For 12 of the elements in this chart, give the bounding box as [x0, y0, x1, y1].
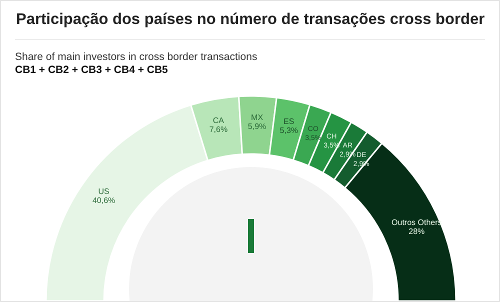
chart-subtitle: Share of main investors in cross border transactions: [15, 51, 258, 63]
data-label: 7,6%: [209, 124, 228, 134]
data-label: 40,6%: [92, 196, 116, 206]
slice-label: CA: [212, 116, 225, 125]
data-label: 5,9%: [248, 122, 266, 132]
text: CB1 + CB2 + CB3 + CB4 + CB5: [15, 64, 168, 76]
slice-label: ES: [284, 116, 294, 126]
slice-label: MX: [251, 113, 264, 122]
slice-label: US: [98, 187, 110, 196]
data-label: 28%: [408, 227, 425, 236]
chart-title: Participação dos países no número de transações cross border: [16, 11, 485, 29]
data-label: 5,3%: [280, 126, 298, 135]
